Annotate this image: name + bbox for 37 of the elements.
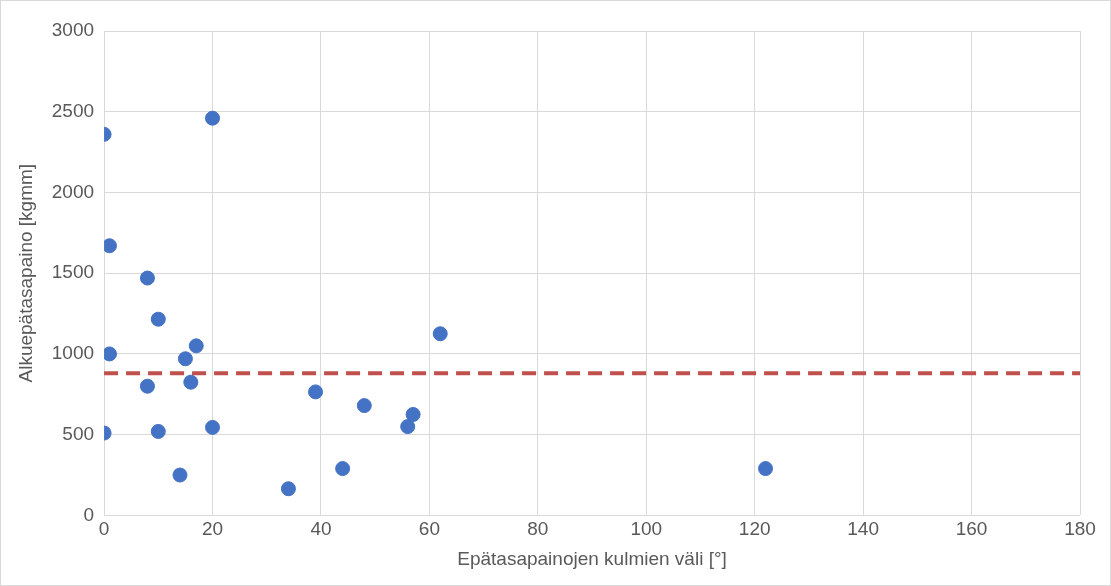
x-tick-label: 140: [847, 518, 879, 540]
point: [188, 338, 204, 354]
x-tick-label: 160: [955, 518, 988, 540]
y-tick-label: 2500: [51, 99, 95, 121]
x-tick-label: 20: [201, 518, 224, 540]
point: [205, 110, 221, 126]
point: [183, 374, 199, 390]
y-tick-label: 3000: [51, 19, 95, 41]
point: [205, 419, 221, 435]
y-tick-label: 2000: [51, 180, 95, 202]
x-tick-label: 80: [527, 518, 549, 540]
point: [400, 419, 416, 435]
point: [335, 461, 351, 477]
y-axis-title: Alkuepätasapaino [kgmm]: [14, 163, 36, 383]
point: [432, 326, 448, 342]
point: [405, 406, 421, 422]
x-tick-label: 40: [310, 518, 332, 540]
x-tick-label: 60: [418, 518, 440, 540]
point: [356, 398, 372, 414]
x-tick-label: 120: [738, 518, 771, 540]
point: [758, 461, 774, 477]
point: [172, 467, 188, 483]
point: [150, 311, 166, 327]
y-tick-label: 1000: [51, 342, 95, 364]
y-tick-label: 1500: [51, 261, 95, 283]
x-tick-label: 0: [98, 518, 110, 540]
point: [280, 481, 296, 497]
point: [139, 270, 155, 286]
x-axis-title: Epätasapainojen kulmien väli [°]: [457, 547, 727, 569]
x-tick-label: 180: [1064, 518, 1096, 540]
y-tick-label: 0: [83, 503, 95, 525]
point: [308, 384, 324, 400]
point: [139, 378, 155, 394]
point: [150, 423, 166, 439]
y-tick-label: 500: [62, 422, 95, 444]
point: [177, 351, 193, 367]
x-tick-label: 100: [630, 518, 663, 540]
